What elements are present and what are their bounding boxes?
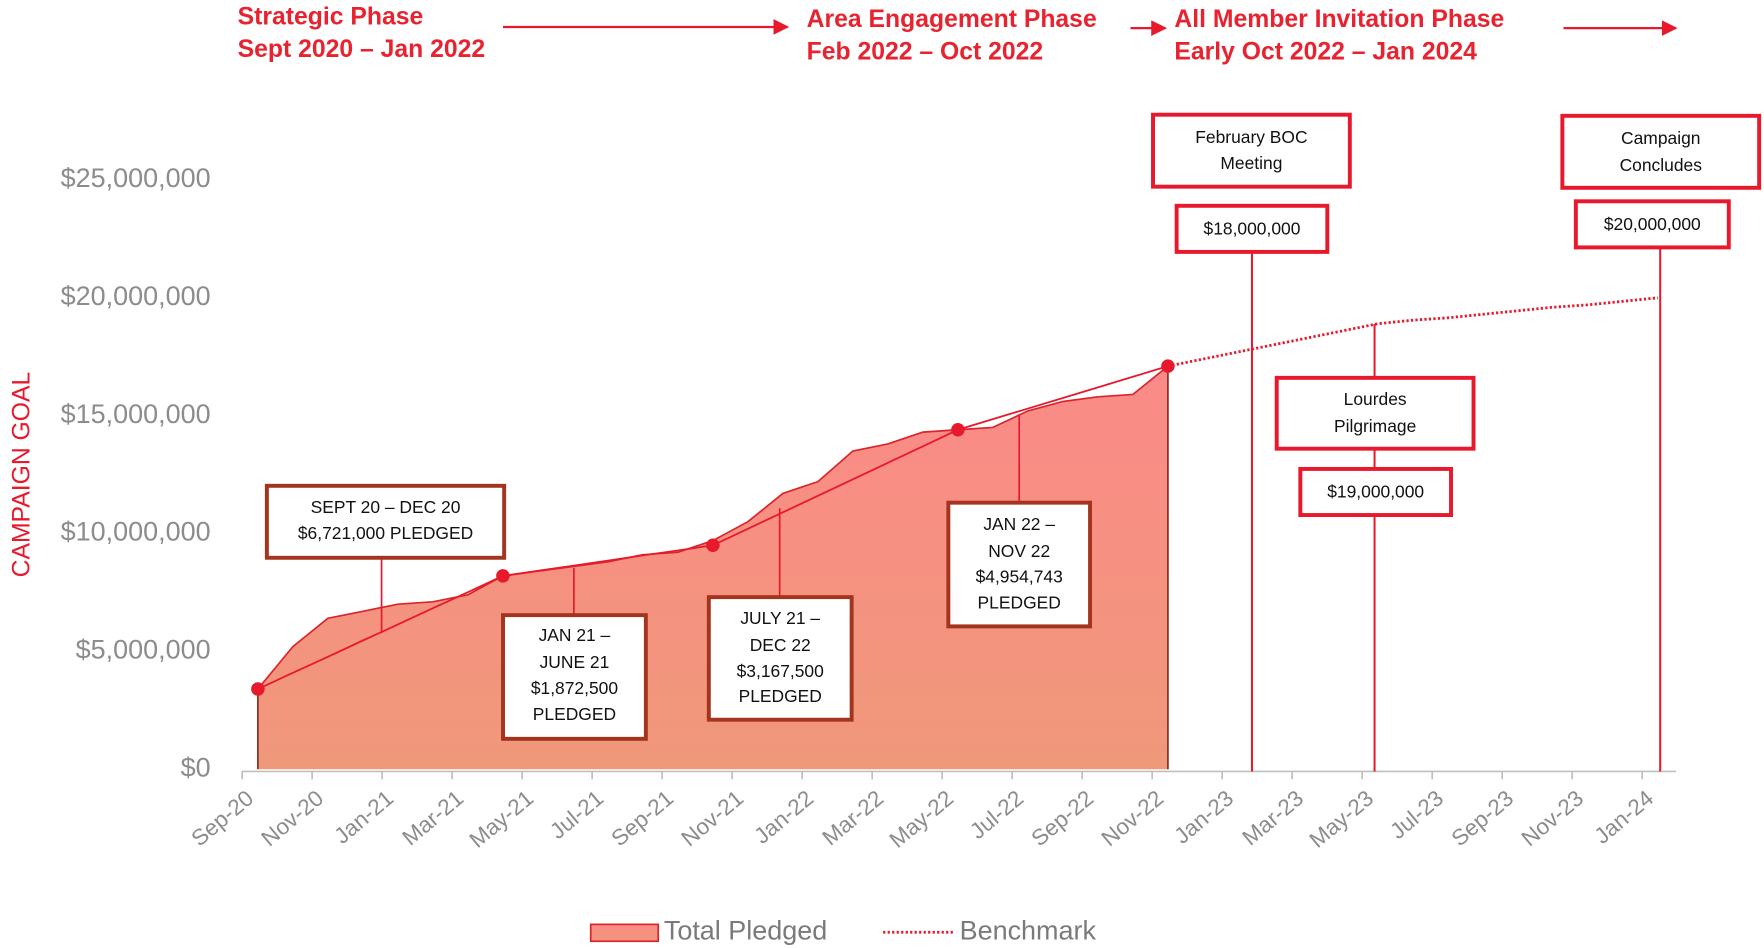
y-tick-label: $10,000,000: [61, 517, 211, 547]
phase-name: Strategic Phase: [238, 4, 424, 31]
callout-text: DEC 22: [750, 635, 811, 655]
phase-name: All Member Invitation Phase: [1174, 6, 1504, 33]
x-tick-label: Jan-24: [1589, 785, 1658, 848]
x-tick-label: Nov-23: [1517, 785, 1589, 851]
legend-swatch: [589, 923, 660, 943]
milestone-amount-box: [1573, 199, 1731, 250]
y-tick-label: $15,000,000: [61, 399, 211, 429]
callout-text: JAN 21 –: [539, 625, 611, 645]
benchmark-marker: [706, 538, 720, 553]
callout-text: JULY 21 –: [740, 608, 820, 628]
milestone-text: Meeting: [1220, 153, 1282, 173]
x-tick-label: Jan-22: [749, 785, 818, 848]
milestone-text: Lourdes: [1344, 389, 1407, 409]
benchmark-line: [1167, 296, 1659, 368]
x-tick-label: Jul-22: [965, 785, 1028, 844]
callout-text: PLEDGED: [978, 592, 1061, 612]
benchmark-marker: [496, 569, 510, 583]
x-tick-label: Jul-23: [1385, 785, 1448, 844]
milestone-amount: $20,000,000: [1604, 214, 1701, 234]
benchmark-marker: [951, 423, 965, 437]
callout-text: JUNE 21: [540, 652, 610, 672]
callout-text: $4,954,743: [976, 567, 1063, 587]
y-axis-label: CAMPAIGN GOAL: [8, 372, 35, 578]
legend-label: Total Pledged: [664, 915, 827, 945]
milestone-text: Concludes: [1620, 155, 1703, 175]
callout-text: PLEDGED: [533, 704, 616, 724]
benchmark-marker: [251, 682, 265, 696]
callout-text: NOV 22: [988, 541, 1050, 561]
area: [257, 366, 1168, 770]
callout-text: $1,872,500: [531, 678, 619, 698]
milestone-text: February BOC: [1195, 127, 1307, 147]
callout-box: [501, 613, 648, 741]
callout-text: $3,167,500: [737, 661, 825, 681]
milestone-box: [1274, 375, 1476, 451]
x-tick-label: Jul-21: [545, 785, 608, 844]
x-tick-label: Jan-23: [1169, 785, 1238, 848]
x-tick-label: Nov-22: [1097, 785, 1169, 851]
milestone-box: [1151, 112, 1352, 189]
phase-dates: Feb 2022 – Oct 2022: [807, 38, 1044, 65]
milestone-amount: $18,000,000: [1204, 219, 1301, 239]
phase-dates: Early Oct 2022 – Jan 2024: [1174, 38, 1477, 65]
phase-name: Area Engagement Phase: [807, 6, 1097, 33]
callout-text: JAN 22 –: [983, 514, 1055, 534]
callout-text: PLEDGED: [739, 686, 822, 706]
milestone-text: Campaign: [1621, 128, 1700, 148]
x-tick-label: Sep-21: [607, 785, 679, 851]
y-tick-label: $0: [181, 752, 211, 782]
x-tick-label: Jan-21: [329, 785, 398, 848]
x-tick-label: Mar-22: [818, 785, 889, 850]
y-tick-label: $5,000,000: [76, 634, 211, 664]
x-tick-label: May-21: [465, 785, 539, 852]
legend-label: Benchmark: [960, 915, 1097, 945]
x-tick-label: May-23: [1305, 785, 1379, 852]
callout-box: [946, 500, 1093, 629]
x-tick-label: Sep-20: [187, 785, 259, 851]
callout-box: [706, 595, 854, 722]
x-tick-label: Nov-20: [257, 785, 329, 851]
x-tick-label: May-22: [885, 785, 959, 852]
x-tick-label: Sep-23: [1447, 785, 1519, 851]
milestone-amount-box: [1298, 466, 1453, 518]
x-tick-label: Nov-21: [677, 785, 749, 851]
milestone-amount: $19,000,000: [1327, 482, 1424, 502]
callout-box: [264, 483, 507, 560]
milestone-amount-box: [1174, 203, 1330, 254]
y-tick-label: $25,000,000: [61, 163, 211, 193]
y-tick-label: $20,000,000: [61, 281, 211, 311]
x-tick-label: Mar-21: [398, 785, 469, 850]
milestone-text: Pilgrimage: [1334, 416, 1416, 436]
phase-dates: Sept 2020 – Jan 2022: [238, 36, 486, 63]
x-tick-label: Sep-22: [1027, 785, 1099, 851]
callout-text: $6,721,000 PLEDGED: [298, 523, 473, 543]
callout-text: SEPT 20 – DEC 20: [311, 497, 461, 517]
benchmark-marker: [1161, 359, 1175, 373]
milestone-box: [1560, 113, 1762, 190]
x-tick-label: Mar-23: [1238, 785, 1309, 850]
